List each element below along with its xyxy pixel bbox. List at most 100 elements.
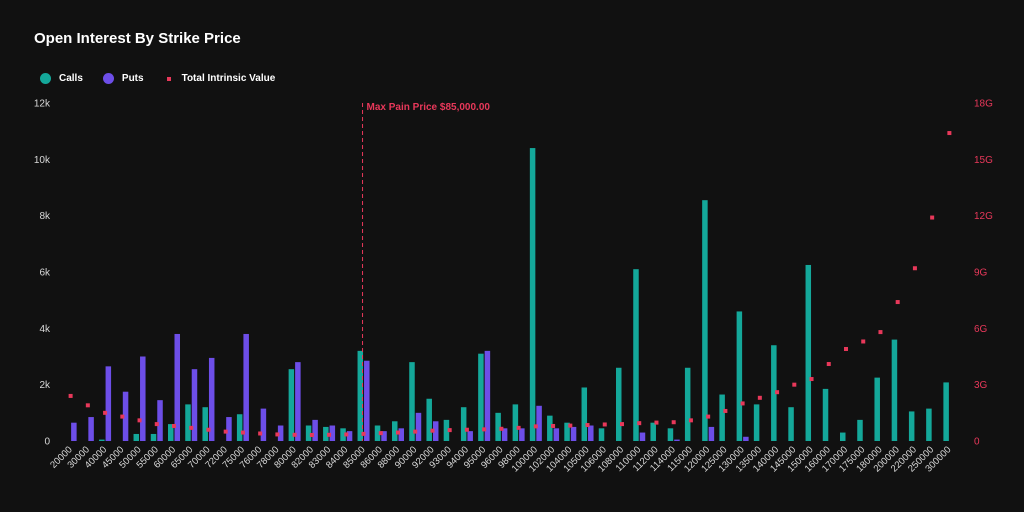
calls-bar[interactable] [822,388,829,441]
calls-bar[interactable] [236,414,243,441]
calls-bar[interactable] [771,345,777,441]
intrinsic-value-point[interactable] [602,422,607,427]
intrinsic-value-point[interactable] [637,421,642,426]
legend-item-intrinsic-value[interactable]: Total Intrinsic Value [164,73,275,84]
intrinsic-value-point[interactable] [240,430,245,435]
intrinsic-value-point[interactable] [740,401,745,406]
intrinsic-value-point[interactable] [344,432,349,437]
puts-bar[interactable] [398,428,405,441]
puts-bar[interactable] [277,425,284,441]
puts-bar[interactable] [329,425,336,441]
puts-bar[interactable] [432,421,439,441]
calls-bar[interactable] [443,419,450,441]
puts-bar[interactable] [191,369,198,441]
calls-bar[interactable] [633,269,639,441]
calls-bar[interactable] [202,407,208,441]
calls-bar[interactable] [857,419,863,441]
calls-bar[interactable] [753,404,760,441]
intrinsic-value-point[interactable] [361,431,366,436]
intrinsic-value-point[interactable] [930,215,935,220]
intrinsic-value-point[interactable] [172,423,176,428]
calls-bar[interactable] [150,433,157,441]
intrinsic-value-point[interactable] [464,427,469,432]
intrinsic-value-point[interactable] [499,426,504,431]
puts-bar[interactable] [588,425,594,441]
calls-bar[interactable] [840,432,846,441]
intrinsic-value-point[interactable] [826,362,831,367]
intrinsic-value-point[interactable] [413,429,418,434]
puts-bar[interactable] [312,419,318,441]
calls-bar[interactable] [926,408,932,441]
intrinsic-value-point[interactable] [482,427,487,432]
intrinsic-value-point[interactable] [447,428,452,433]
calls-bar[interactable] [426,398,432,441]
intrinsic-value-point[interactable] [516,425,521,430]
calls-bar[interactable] [581,387,588,441]
calls-bar[interactable] [908,411,915,441]
calls-bar[interactable] [564,422,570,441]
intrinsic-value-point[interactable] [706,414,711,419]
intrinsic-value-point[interactable] [430,428,435,433]
calls-bar[interactable] [719,394,725,441]
intrinsic-value-point[interactable] [844,346,848,351]
calls-bar[interactable] [305,425,312,441]
intrinsic-value-point[interactable] [912,266,917,271]
intrinsic-value-point[interactable] [327,432,332,437]
intrinsic-value-point[interactable] [154,422,159,427]
intrinsic-value-point[interactable] [533,424,538,429]
calls-bar[interactable] [185,404,191,441]
puts-bar[interactable] [415,412,422,441]
calls-bar[interactable] [529,148,536,442]
legend-item-puts[interactable]: Puts [102,73,144,84]
puts-bar[interactable] [346,431,353,441]
calls-bar[interactable] [99,439,105,441]
puts-bar[interactable] [105,366,112,441]
calls-bar[interactable] [374,425,381,441]
intrinsic-value-point[interactable] [137,418,142,423]
calls-bar[interactable] [512,404,519,441]
puts-bar[interactable] [708,426,715,441]
calls-bar[interactable] [616,367,622,441]
puts-bar[interactable] [71,422,77,441]
intrinsic-value-point[interactable] [895,300,900,305]
legend-item-calls[interactable]: Calls [40,73,83,84]
intrinsic-value-point[interactable] [275,432,280,437]
puts-bar[interactable] [208,357,215,441]
calls-bar[interactable] [168,424,174,441]
puts-bar[interactable] [570,426,577,441]
calls-bar[interactable] [943,382,949,441]
intrinsic-value-point[interactable] [396,430,400,435]
calls-bar[interactable] [684,367,691,441]
calls-bar[interactable] [874,377,880,441]
puts-bar[interactable] [467,431,473,441]
puts-bar[interactable] [157,400,163,441]
intrinsic-value-point[interactable] [309,432,314,437]
intrinsic-value-point[interactable] [585,423,590,428]
calls-bar[interactable] [891,339,898,441]
calls-bar[interactable] [788,407,794,441]
intrinsic-value-point[interactable] [258,431,263,436]
intrinsic-value-point[interactable] [378,431,383,436]
intrinsic-value-point[interactable] [120,414,125,419]
calls-bar[interactable] [133,433,140,441]
puts-bar[interactable] [639,432,646,441]
intrinsic-value-point[interactable] [85,403,90,408]
calls-bar[interactable] [340,428,346,441]
puts-bar[interactable] [484,350,491,441]
calls-bar[interactable] [495,412,501,441]
calls-bar[interactable] [357,350,364,441]
calls-bar[interactable] [667,428,674,441]
calls-bar[interactable] [409,362,415,441]
intrinsic-value-point[interactable] [809,377,814,382]
intrinsic-value-point[interactable] [103,410,108,415]
puts-bar[interactable] [674,439,680,441]
puts-bar[interactable] [295,362,301,441]
calls-bar[interactable] [547,415,553,441]
intrinsic-value-point[interactable] [654,420,659,425]
puts-bar[interactable] [519,428,525,441]
calls-bar[interactable] [805,264,812,441]
intrinsic-value-point[interactable] [723,408,728,413]
puts-bar[interactable] [174,333,181,441]
puts-bar[interactable] [364,360,370,441]
intrinsic-value-point[interactable] [620,422,624,427]
